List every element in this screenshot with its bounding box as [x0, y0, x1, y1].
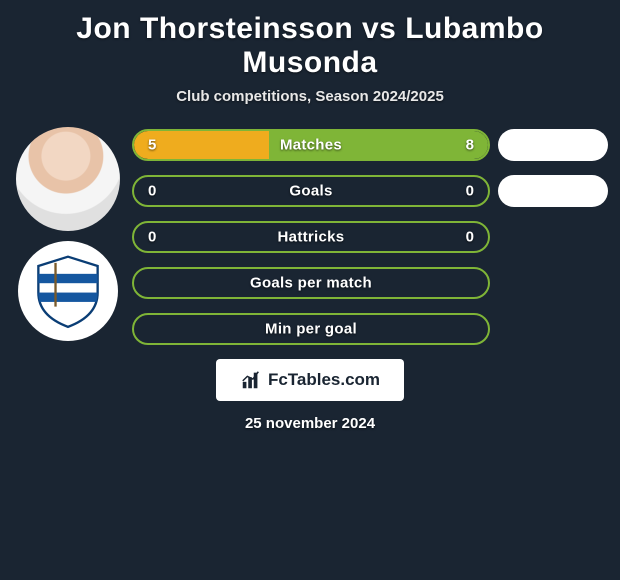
stat-value-left: 5: [148, 137, 156, 154]
player-right-column: [498, 123, 608, 345]
snapshot-date: 25 november 2024: [245, 415, 375, 432]
stat-bars: 5 8 Matches 0 0 Goals 0 0 Hattricks Goals per mat…: [132, 123, 490, 345]
stat-name: Hattricks: [278, 229, 345, 246]
stat-value-right: 0: [466, 183, 474, 200]
right-avatar-placeholder: [498, 313, 608, 345]
subtitle: Club competitions, Season 2024/2025: [12, 88, 608, 123]
stat-bar: 0 0 Goals: [132, 175, 490, 207]
right-avatar-placeholder: [498, 129, 608, 161]
brand-badge[interactable]: FcTables.com: [216, 359, 404, 401]
brand-text: FcTables.com: [268, 370, 380, 390]
footer: FcTables.com 25 november 2024: [12, 345, 608, 432]
stat-row: Goals per match: [132, 267, 490, 299]
stat-value-left: 0: [148, 229, 156, 246]
right-avatar-placeholder: [498, 175, 608, 207]
comparison-card: Jon Thorsteinsson vs Lubambo Musonda Clu…: [0, 0, 620, 440]
right-avatar-placeholder: [498, 267, 608, 299]
stat-bar: 5 8 Matches: [132, 129, 490, 161]
page-title: Jon Thorsteinsson vs Lubambo Musonda: [12, 8, 608, 88]
bar-chart-icon: [240, 369, 262, 391]
stat-row: Min per goal: [132, 313, 490, 345]
hertha-flag-icon: [29, 252, 107, 330]
stat-row: 0 0 Hattricks: [132, 221, 490, 253]
comparison-body: 5 8 Matches 0 0 Goals 0 0 Hattricks Goals per mat…: [12, 123, 608, 345]
stat-name: Goals: [289, 183, 332, 200]
stat-row: 5 8 Matches: [132, 129, 490, 161]
stat-bar: 0 0 Hattricks: [132, 221, 490, 253]
stat-name: Matches: [280, 137, 342, 154]
stat-value-right: 0: [466, 229, 474, 246]
stat-name: Goals per match: [250, 275, 372, 292]
stat-name: Min per goal: [265, 321, 357, 338]
stat-value-right: 8: [466, 137, 474, 154]
stat-row: 0 0 Goals: [132, 175, 490, 207]
stat-bar: Min per goal: [132, 313, 490, 345]
player-left-column: [12, 123, 124, 341]
club-logo: [18, 241, 118, 341]
right-avatar-placeholder: [498, 221, 608, 253]
stat-bar: Goals per match: [132, 267, 490, 299]
player-avatar: [16, 127, 120, 231]
stat-value-left: 0: [148, 183, 156, 200]
